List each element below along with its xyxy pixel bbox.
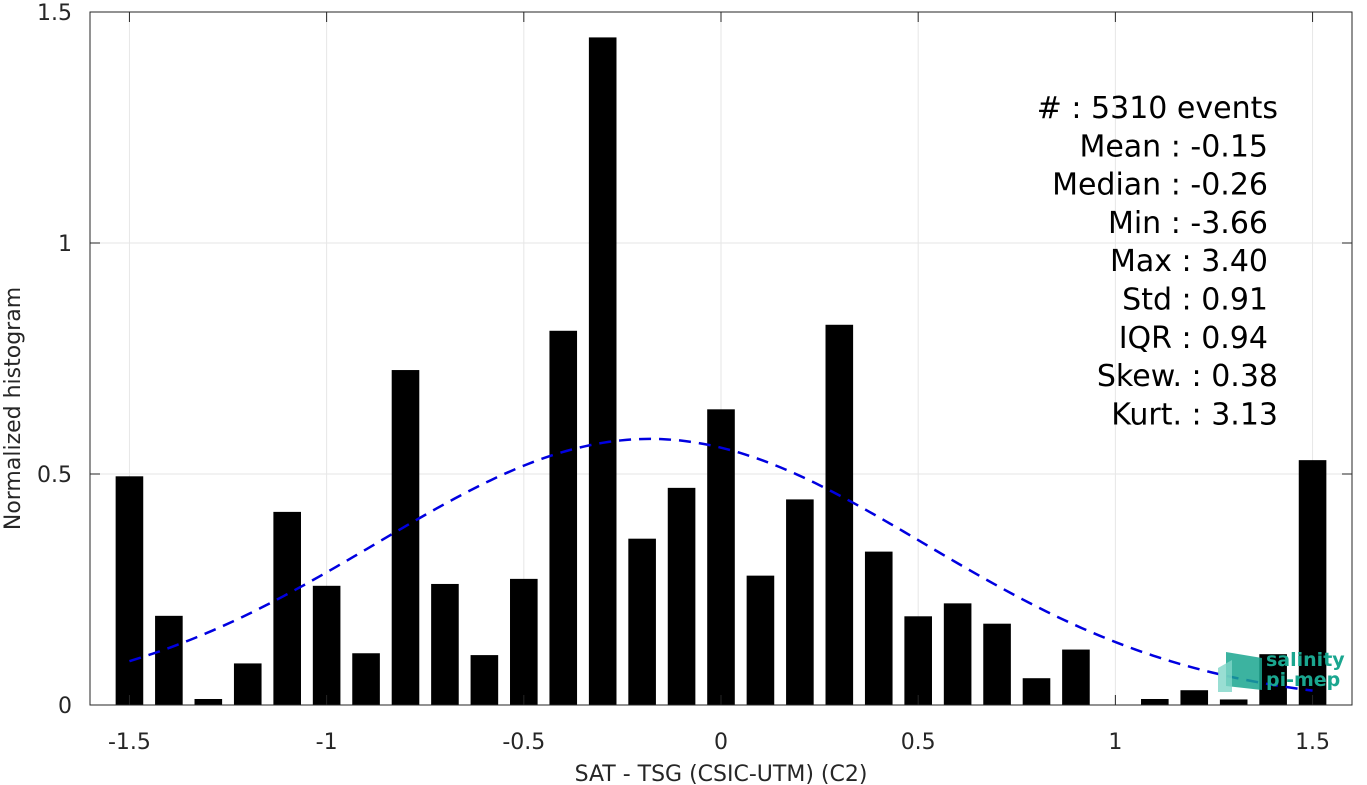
x-tick-label: 0 bbox=[714, 730, 728, 755]
x-tick-label: 1 bbox=[1108, 730, 1122, 755]
histogram-bar bbox=[1259, 654, 1287, 705]
x-tick-label: -1 bbox=[316, 730, 338, 755]
axis-ticks bbox=[90, 11, 1352, 706]
histogram-bar bbox=[470, 655, 499, 705]
histogram-bar bbox=[983, 623, 1011, 705]
histogram-bar bbox=[431, 583, 459, 705]
logo-mark-icon bbox=[1226, 652, 1262, 690]
x-axis-label: SAT - TSG (CSIC-UTM) (C2) bbox=[575, 762, 868, 785]
gaussian-fit-curve bbox=[129, 437, 1313, 692]
histogram-bar bbox=[194, 698, 223, 705]
stat-line: # : 5310 events bbox=[1037, 91, 1278, 126]
logo-line1: salinity bbox=[1266, 649, 1345, 671]
histogram-bar bbox=[233, 663, 262, 705]
histogram-bar bbox=[1022, 678, 1051, 705]
stat-line: Max : 3.40 bbox=[1110, 244, 1268, 279]
histogram-bar bbox=[1141, 698, 1169, 705]
stat-line: Skew. : 0.38 bbox=[1097, 359, 1278, 394]
stat-line: IQR : 0.94 bbox=[1119, 321, 1268, 356]
stat-line: Kurt. : 3.13 bbox=[1111, 397, 1278, 432]
y-tick-label: 0.5 bbox=[37, 463, 72, 488]
histogram-bar bbox=[391, 370, 420, 705]
histogram-bar bbox=[825, 324, 854, 705]
stat-line: Mean : -0.15 bbox=[1079, 129, 1268, 164]
histogram-bar bbox=[312, 585, 341, 705]
histogram-bars bbox=[115, 37, 1327, 706]
histogram-bar bbox=[864, 551, 893, 705]
histogram-bar bbox=[667, 487, 696, 705]
stat-line: Std : 0.91 bbox=[1122, 283, 1268, 318]
y-tick-label: 0 bbox=[58, 694, 72, 719]
y-axis-label: Normalized histogram bbox=[1, 287, 26, 530]
x-tick-label: -0.5 bbox=[502, 730, 545, 755]
logo-line2: pi-mep bbox=[1266, 669, 1340, 691]
histogram-bar bbox=[115, 476, 144, 705]
histogram-bar bbox=[904, 616, 932, 705]
y-tick-label: 1.5 bbox=[37, 1, 72, 26]
x-tick-label: 0.5 bbox=[901, 730, 936, 755]
histogram-bar bbox=[588, 37, 617, 706]
histogram-bar bbox=[1062, 649, 1090, 705]
histogram-bar bbox=[1219, 699, 1248, 705]
histogram-bar bbox=[746, 575, 775, 705]
y-tick-label: 1 bbox=[58, 232, 72, 257]
salinity-pimep-logo: salinity pi-mep bbox=[1218, 649, 1345, 692]
x-tick-labels: -1.5 -1 -0.5 0 0.5 1 1.5 bbox=[108, 730, 1330, 755]
histogram-bar bbox=[943, 603, 972, 705]
logo-mark-shade-icon bbox=[1218, 660, 1232, 692]
stat-line: Min : -3.66 bbox=[1108, 206, 1268, 241]
histogram-bar bbox=[628, 538, 656, 705]
histogram-bar bbox=[273, 511, 301, 705]
histogram-bar bbox=[1180, 690, 1209, 705]
histogram-bar bbox=[510, 578, 538, 705]
histogram-bar bbox=[352, 653, 380, 705]
histogram-bar bbox=[155, 615, 183, 705]
y-tick-labels: 0 0.5 1 1.5 bbox=[37, 1, 72, 719]
x-tick-label: -1.5 bbox=[108, 730, 151, 755]
histogram-bar bbox=[1298, 460, 1327, 705]
histogram-bar bbox=[786, 499, 814, 705]
stat-line: Median : -0.26 bbox=[1052, 168, 1268, 203]
histogram-bar bbox=[549, 330, 578, 705]
x-tick-label: 1.5 bbox=[1295, 730, 1330, 755]
histogram-bar bbox=[707, 409, 735, 705]
